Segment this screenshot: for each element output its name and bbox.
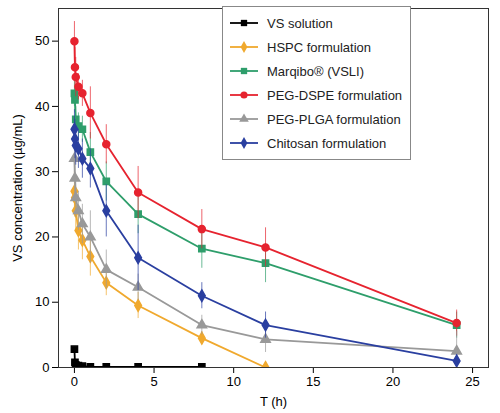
html-text:Chitosan formulation: Chitosan formulation (267, 135, 387, 151)
svg-text:20: 20 (35, 229, 49, 244)
svg-text:25: 25 (465, 374, 479, 389)
html-text:HSPC formulation: HSPC formulation (267, 39, 371, 55)
svg-text:50: 50 (35, 33, 49, 48)
svg-text:5: 5 (150, 374, 157, 389)
html-text:Marqibo® (VSLI): Marqibo® (VSLI) (267, 63, 364, 79)
html-text:PEG-PLGA formulation: PEG-PLGA formulation (267, 111, 401, 127)
html-text:VS solution: VS solution (267, 15, 333, 31)
svg-text:0: 0 (42, 360, 49, 375)
svg-text:0: 0 (71, 374, 78, 389)
svg-text:VS concentration (µg/mL): VS concentration (µg/mL) (10, 114, 25, 262)
svg-text:T (h): T (h) (260, 394, 287, 409)
svg-text:40: 40 (35, 99, 49, 114)
html-text:PEG-DSPE formulation: PEG-DSPE formulation (267, 87, 403, 103)
svg-text:30: 30 (35, 164, 49, 179)
svg-text:15: 15 (306, 374, 320, 389)
svg-text:20: 20 (386, 374, 400, 389)
svg-text:10: 10 (35, 294, 49, 309)
svg-text:10: 10 (226, 374, 240, 389)
